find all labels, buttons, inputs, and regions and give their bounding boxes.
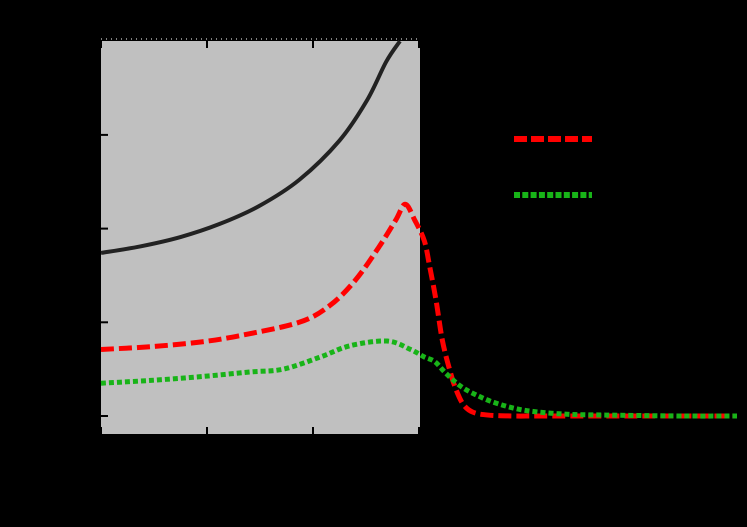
legend: [514, 136, 592, 198]
x-axis-ticks: [100, 41, 737, 434]
plot-series: [100, 40, 738, 419]
y-axis-ticks: [101, 133, 108, 417]
shaded-region: [101, 41, 420, 434]
series-dotted-line: [100, 338, 738, 419]
series-dashed-line: [100, 201, 737, 419]
series-solid-line: [100, 40, 402, 255]
